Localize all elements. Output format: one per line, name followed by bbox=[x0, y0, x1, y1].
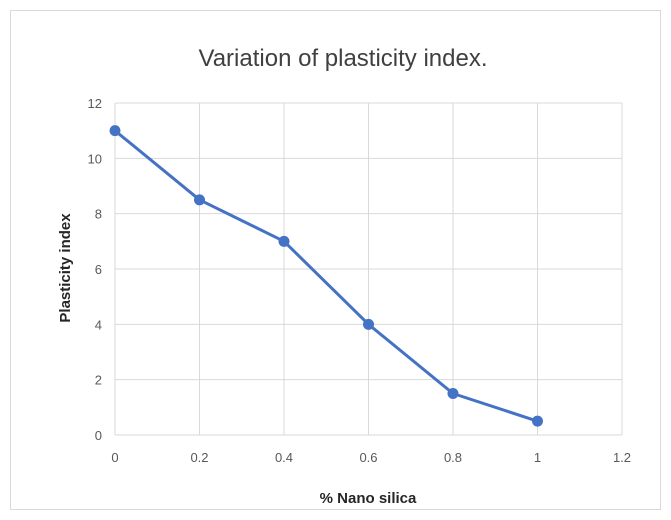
y-tick-label: 6 bbox=[95, 262, 102, 277]
y-tick-label: 12 bbox=[88, 96, 102, 111]
y-tick-label: 4 bbox=[95, 317, 102, 332]
x-tick-label: 1 bbox=[534, 450, 541, 465]
x-tick-label: 1.2 bbox=[613, 450, 631, 465]
data-point bbox=[109, 125, 121, 137]
x-tick-label: 0.2 bbox=[190, 450, 208, 465]
x-axis-title: % Nano silica bbox=[320, 490, 417, 507]
y-tick-label: 2 bbox=[95, 373, 102, 388]
y-tick-label: 10 bbox=[88, 151, 102, 166]
x-tick-label: 0 bbox=[111, 450, 118, 465]
x-tick-label: 0.4 bbox=[275, 450, 293, 465]
chart-title: Variation of plasticity index. bbox=[198, 45, 487, 72]
y-axis-title: Plasticity index bbox=[57, 213, 74, 323]
data-point bbox=[194, 194, 205, 206]
grid-layer bbox=[114, 102, 623, 436]
chart-frame bbox=[10, 10, 661, 510]
x-tick-label: 0.6 bbox=[359, 450, 377, 465]
y-tick-label: 0 bbox=[95, 428, 102, 443]
series-line bbox=[114, 129, 538, 423]
tick-layer: 0 0.2 0.4 0.6 0.8 1 1.2 0 2 4 6 8 10 12 bbox=[88, 96, 632, 465]
data-point bbox=[278, 235, 290, 247]
data-point bbox=[447, 388, 459, 399]
data-point bbox=[363, 318, 374, 330]
x-tick-label: 0.8 bbox=[444, 450, 462, 465]
data-point bbox=[532, 415, 543, 427]
y-tick-label: 8 bbox=[95, 207, 102, 222]
series-layer bbox=[109, 125, 543, 427]
